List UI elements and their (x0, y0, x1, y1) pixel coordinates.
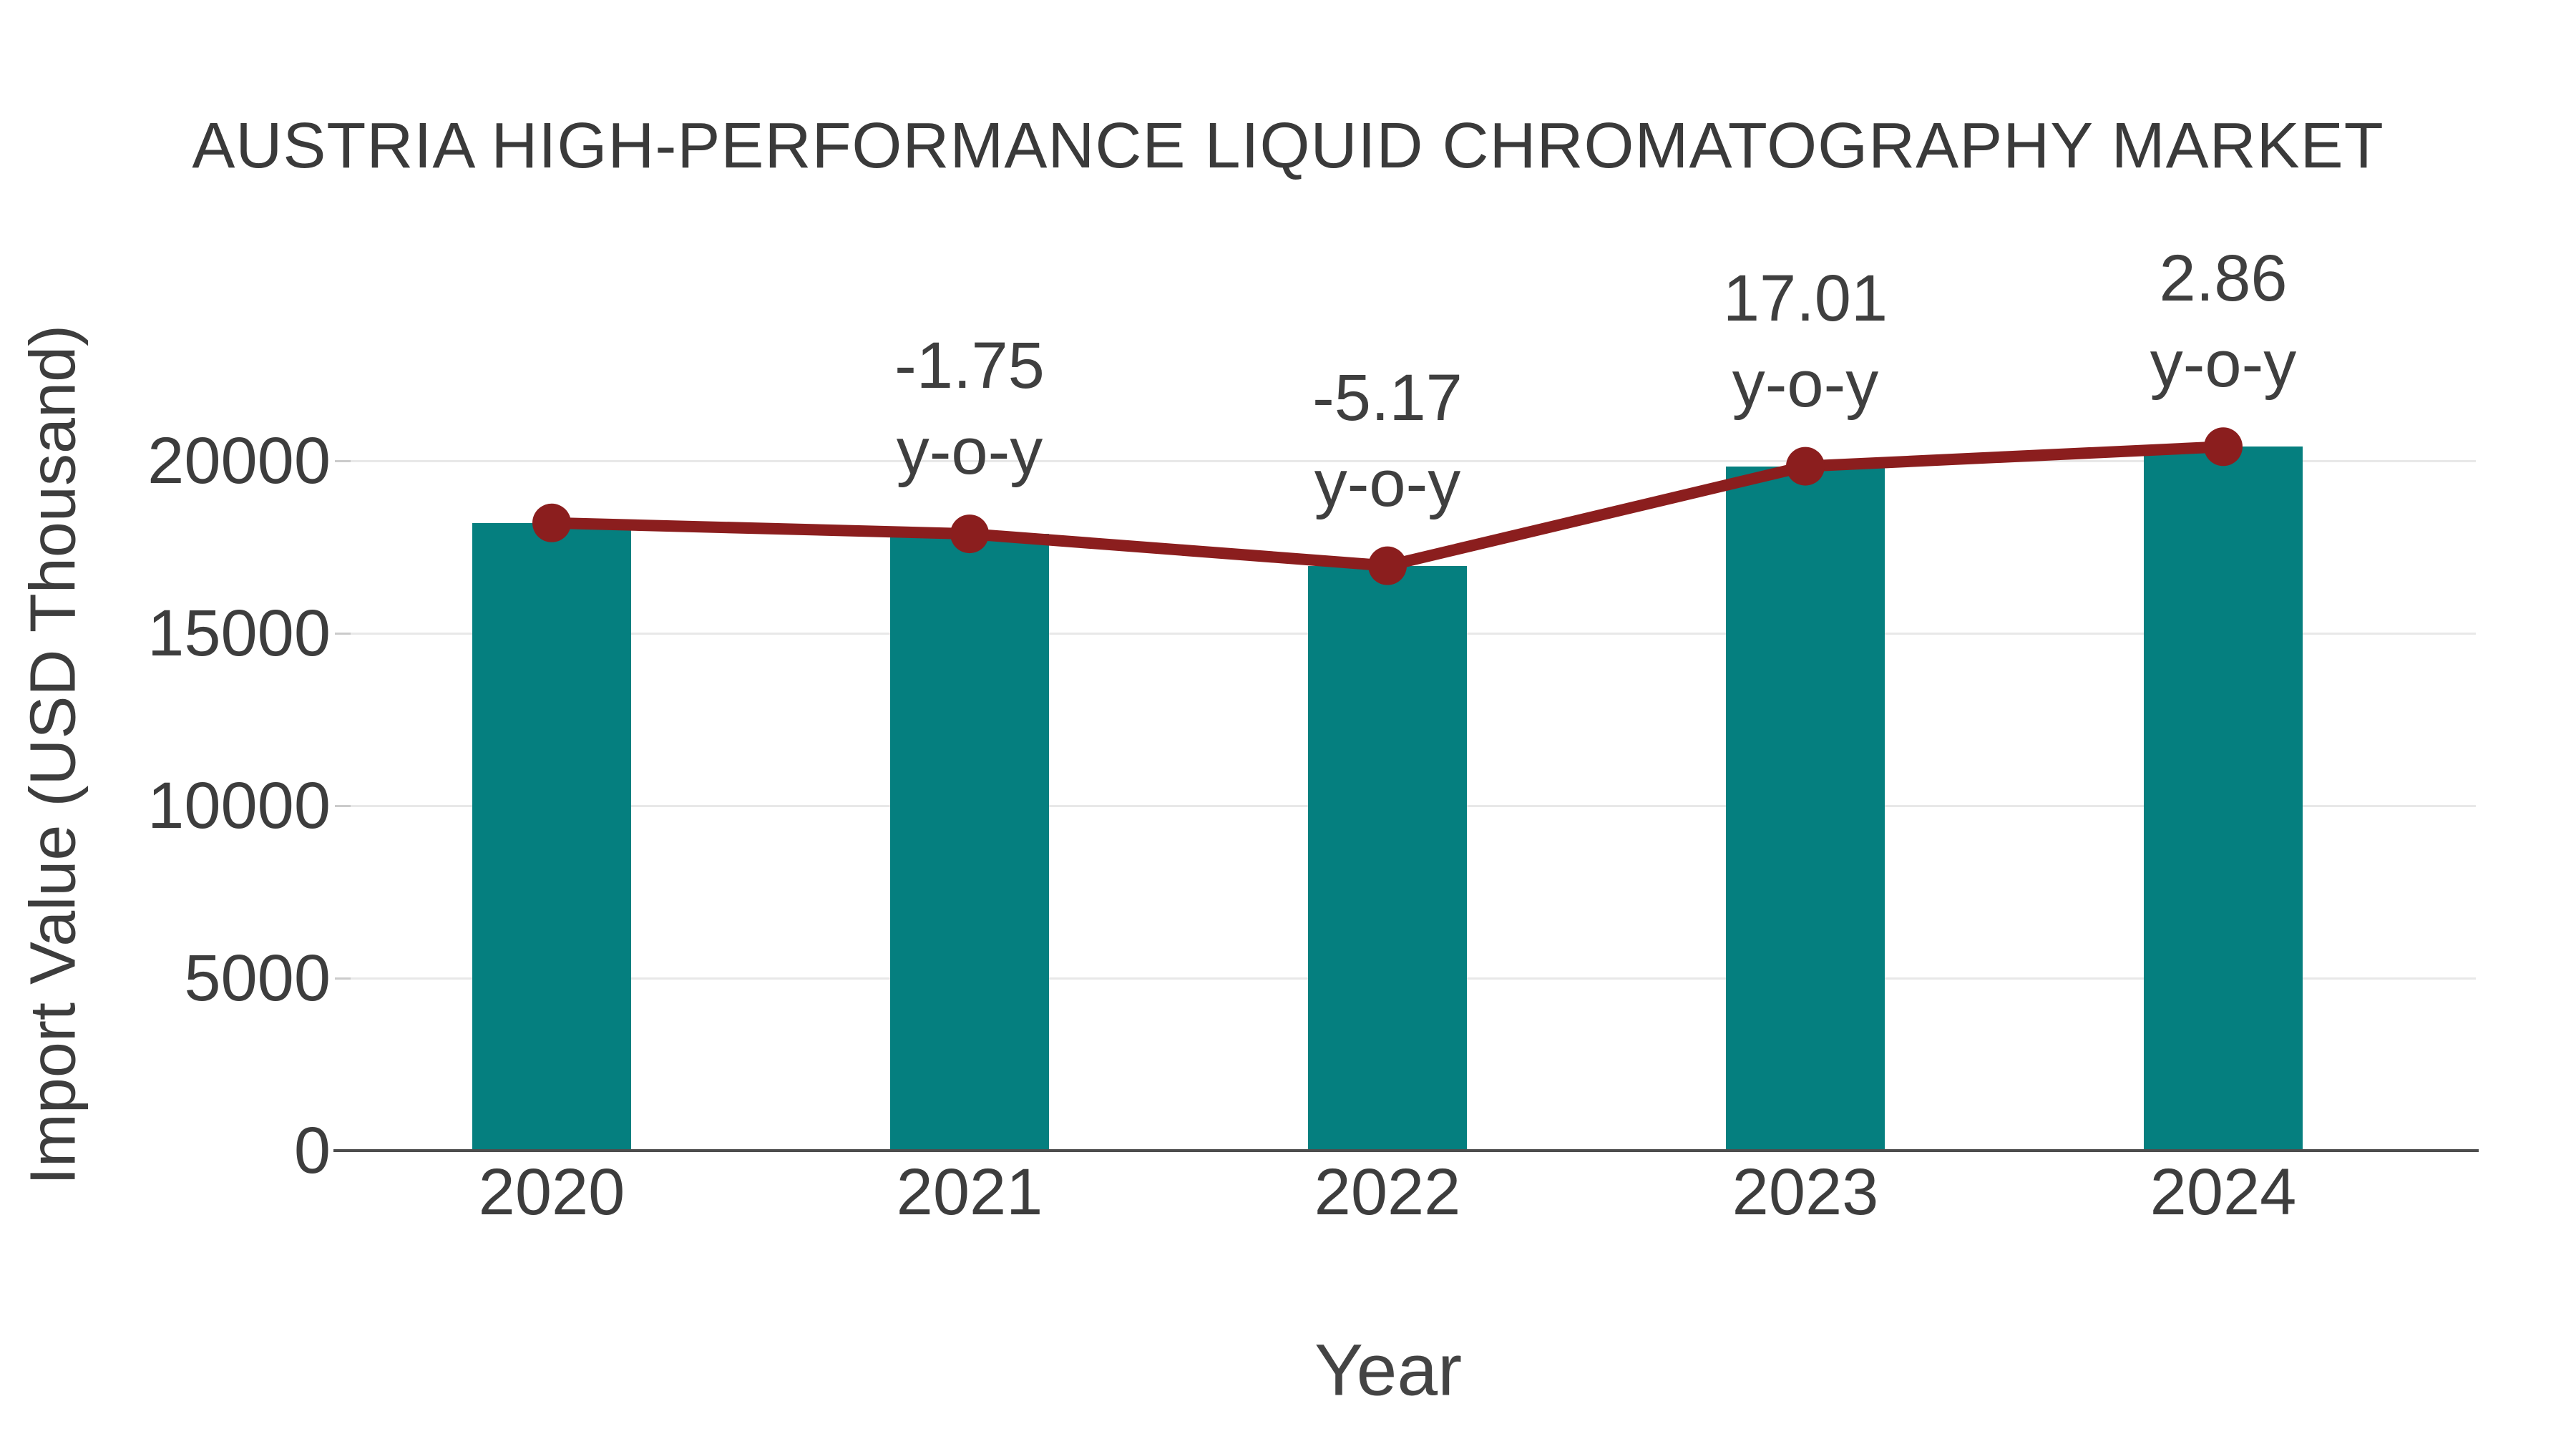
bar (472, 522, 631, 1151)
y-tick-label: 20000 (147, 424, 331, 497)
bar (2144, 447, 2303, 1151)
x-tick-label: 2021 (896, 1156, 1043, 1229)
x-axis-line (333, 1149, 2479, 1152)
trend-point (1368, 546, 1407, 585)
chart-title: AUSTRIA HIGH-PERFORMANCE LIQUID CHROMATO… (192, 110, 2384, 182)
y-tick-mark (335, 459, 351, 462)
bar (1308, 565, 1467, 1151)
bar (890, 534, 1049, 1151)
yoy-annotation: 2.86 y-o-y (2023, 235, 2424, 407)
x-tick-label: 2020 (478, 1156, 625, 1229)
yoy-annotation: 17.01 y-o-y (1605, 255, 2006, 427)
trend-point (2204, 427, 2243, 467)
yoy-suffix: y-o-y (896, 415, 1043, 489)
yoy-annotation: -1.75 y-o-y (769, 323, 1170, 494)
y-tick-label: 5000 (184, 942, 331, 1015)
trend-point (950, 514, 989, 554)
yoy-annotation: -5.17 y-o-y (1187, 355, 1588, 527)
x-tick-label: 2023 (1732, 1156, 1879, 1229)
x-tick-label: 2022 (1314, 1156, 1461, 1229)
yoy-suffix: y-o-y (1314, 447, 1461, 520)
yoy-suffix: y-o-y (2150, 328, 2297, 401)
y-tick-mark (335, 977, 351, 980)
yoy-value: 17.01 (1722, 261, 1888, 335)
x-axis-title: Year (1314, 1329, 1463, 1411)
y-tick-label: 0 (293, 1114, 331, 1187)
yoy-suffix: y-o-y (1732, 347, 1879, 421)
y-tick-label: 10000 (147, 769, 331, 842)
y-tick-mark (335, 804, 351, 807)
y-tick-label: 15000 (147, 597, 331, 670)
trend-point (1786, 447, 1825, 486)
yoy-value: 2.86 (2159, 242, 2288, 316)
yoy-value: -1.75 (894, 329, 1045, 403)
yoy-value: -5.17 (1312, 361, 1463, 434)
trend-point (532, 503, 571, 542)
x-tick-label: 2024 (2150, 1156, 2297, 1229)
y-tick-mark (335, 632, 351, 635)
bar (1726, 466, 1885, 1151)
gridline (336, 459, 2476, 462)
